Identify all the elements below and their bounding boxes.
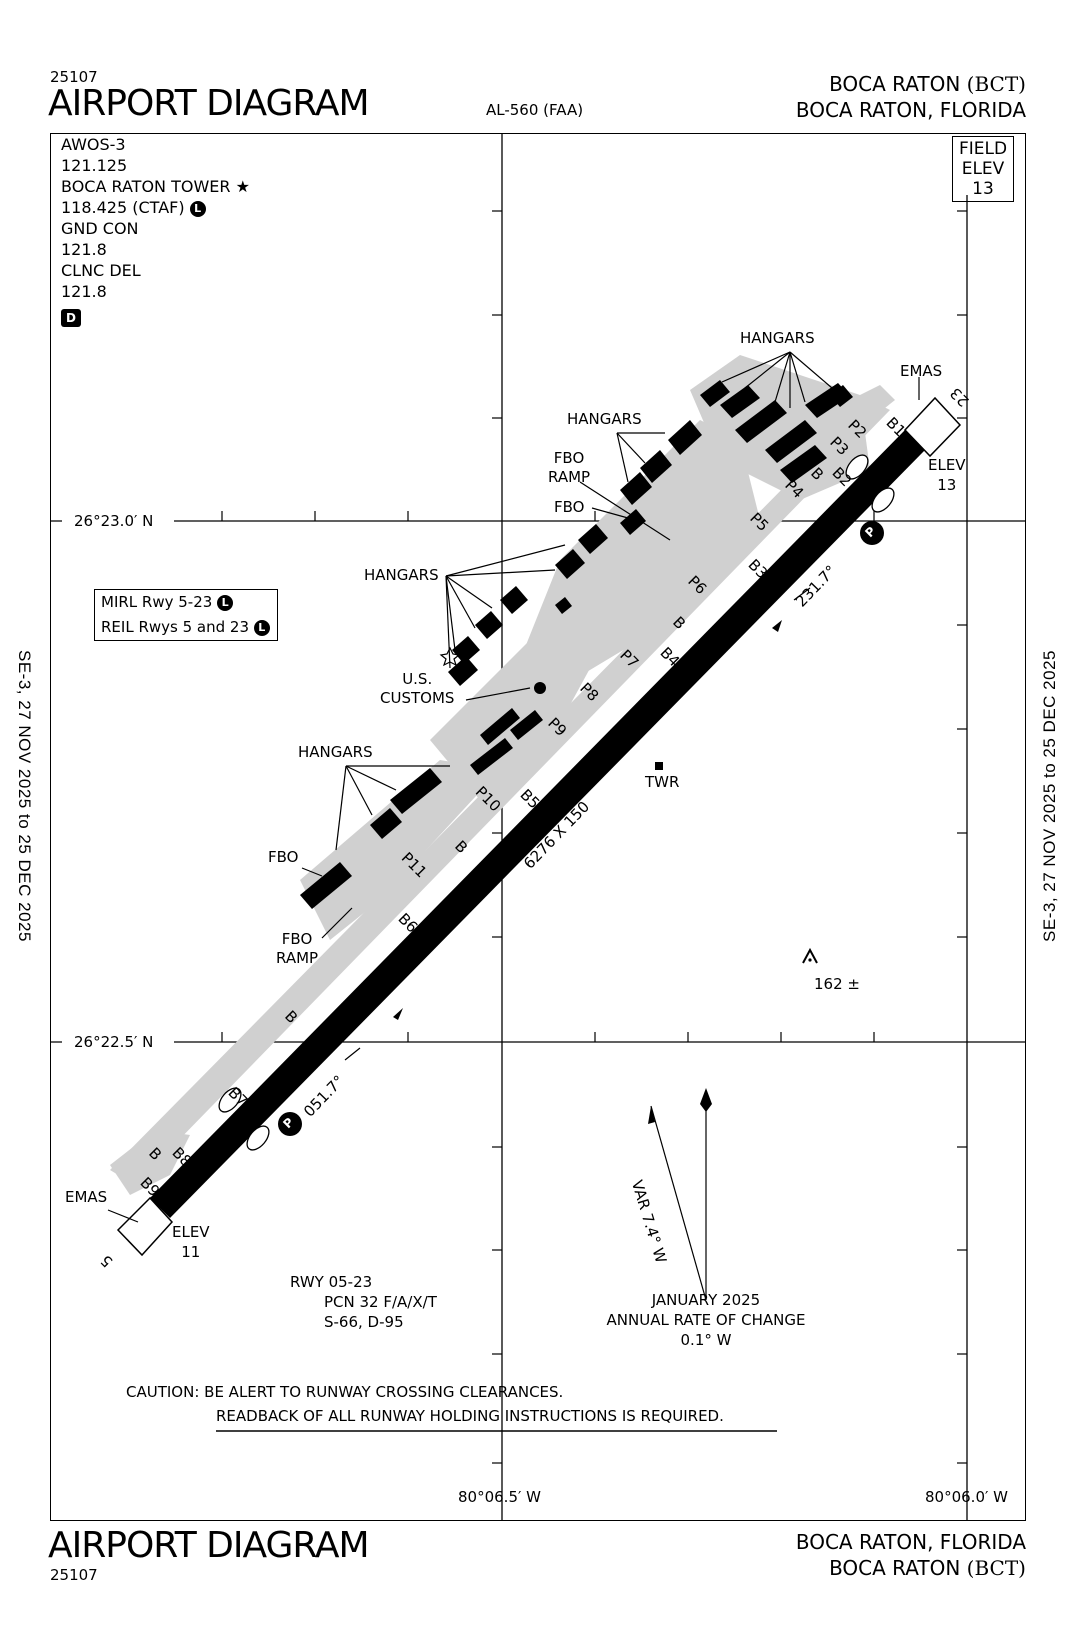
magvar-info: JANUARY 2025 ANNUAL RATE OF CHANGE 0.1° … (606, 1291, 806, 1349)
page-title: AIRPORT DIAGRAM (48, 83, 370, 124)
lighting-info-box: MIRL Rwy 5-23 L REIL Rwys 5 and 23 L (94, 589, 278, 641)
runway-info: RWY 05-23 PCN 32 F/A/X/T S-66, D-95 (290, 1273, 437, 1331)
hangars-label: HANGARS (740, 329, 815, 347)
footer-title: AIRPORT DIAGRAM (48, 1525, 370, 1566)
magnetic-north-arrow (648, 1106, 655, 1124)
beacon-star-icon (439, 646, 461, 667)
lighting-l-icon: L (217, 594, 234, 611)
airport-location: BOCA RATON, FLORIDA (795, 98, 1026, 122)
fbo-ramp-label: FBO RAMP (276, 930, 319, 967)
frequency-list: AWOS-3 121.125 BOCA RATON TOWER ★ 118.42… (61, 134, 250, 327)
papi-icon-5 (393, 1008, 403, 1020)
tower-label: TWR (645, 773, 680, 791)
runway-5-23 (116, 396, 962, 1257)
freq-line: CLNC DEL (61, 261, 141, 280)
chart-id: AL-560 (FAA) (486, 101, 584, 119)
effective-dates-left: SE-3, 27 NOV 2025 to 25 DEC 2025 (15, 650, 34, 942)
diagram-frame (50, 133, 1026, 1521)
fbo-ramp-label: FBO RAMP (548, 449, 591, 486)
lat-label-north: 26°23.0′ N (74, 512, 154, 530)
hangar-buildings (300, 380, 853, 909)
lat-label-south: 26°22.5′ N (74, 1033, 154, 1051)
freq-line: 118.425 (CTAF) L (61, 197, 250, 218)
emas-label: EMAS (65, 1188, 108, 1206)
true-north-arrow (700, 1088, 712, 1112)
fbo-label: FBO (268, 848, 299, 866)
freq-line: 121.125 (61, 156, 128, 175)
papi-icon-23 (772, 620, 782, 632)
footer-airport: BOCA RATON (BCT) (829, 1556, 1026, 1580)
caution-line-1: CAUTION: BE ALERT TO RUNWAY CROSSING CLE… (126, 1383, 564, 1401)
emas-label: EMAS (900, 362, 943, 380)
hot-spots (218, 454, 895, 1151)
freq-line: AWOS-3 (61, 135, 126, 154)
lighting-l-icon: L (189, 200, 206, 217)
field-elevation-box: FIELD ELEV 13 (952, 136, 1014, 202)
chart-number: 25107 (50, 68, 98, 86)
airport-heading: BOCA RATON (BCT) (829, 72, 1026, 96)
footer-location: BOCA RATON, FLORIDA (795, 1530, 1026, 1554)
lighting-l-icon: L (253, 619, 270, 636)
customs-label: U.S. CUSTOMS (380, 670, 455, 707)
freq-line: 121.8 (61, 282, 107, 301)
lon-label-east: 80°06.0′ W (925, 1488, 1008, 1506)
footer-chart-number: 25107 (50, 1566, 98, 1584)
airport-id: (BCT) (966, 72, 1026, 96)
fbo-label: FBO (554, 498, 585, 516)
freq-line: GND CON (61, 219, 139, 238)
rwy23-elevation: ELEV 13 (928, 456, 966, 494)
leader-lines (107, 351, 920, 1301)
pavement-areas (110, 355, 895, 1195)
obstacle-icon (802, 947, 818, 964)
d-atis-icon: D (61, 309, 81, 327)
airport-name: BOCA RATON (829, 72, 961, 96)
freq-line: 121.8 (61, 240, 107, 259)
hangars-label: HANGARS (567, 410, 642, 428)
tower-star-icon: ★ (235, 177, 250, 196)
obstacle-height: 162 ± (814, 975, 860, 993)
hangars-label: HANGARS (298, 743, 373, 761)
p-badge-23 (860, 521, 884, 545)
freq-line: BOCA RATON TOWER ★ (61, 177, 250, 196)
lon-label-west: 80°06.5′ W (458, 1488, 541, 1506)
rwy5-elevation: ELEV 11 (172, 1223, 210, 1261)
lat-lon-grid (50, 133, 1026, 1520)
p-badge-5 (278, 1112, 302, 1136)
caution-line-2: READBACK OF ALL RUNWAY HOLDING INSTRUCTI… (216, 1407, 724, 1425)
hangars-label: HANGARS (364, 566, 439, 584)
